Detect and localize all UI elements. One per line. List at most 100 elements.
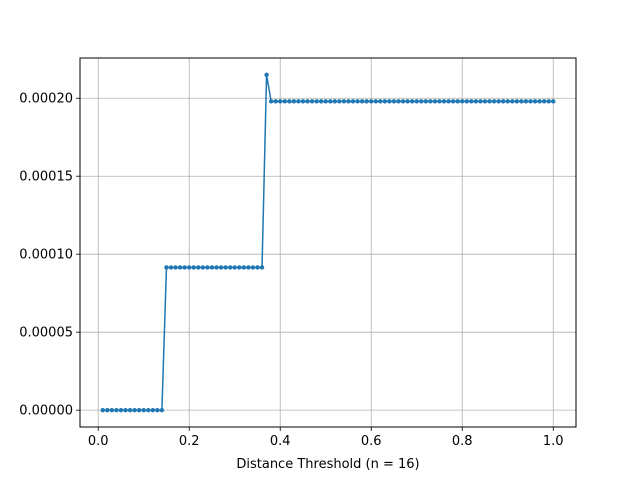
y-tick-label: 0.00000 — [19, 404, 73, 419]
y-tick-label: 0.00020 — [19, 92, 73, 107]
x-tick-label: 0.8 — [452, 434, 473, 449]
data-point — [259, 265, 265, 270]
data-point — [146, 407, 151, 413]
data-point — [309, 99, 315, 104]
data-point — [487, 99, 492, 104]
data-point — [537, 99, 542, 104]
data-point — [391, 99, 397, 104]
data-point — [364, 99, 369, 104]
data-point — [328, 99, 333, 104]
data-point — [300, 99, 306, 104]
data-point — [455, 99, 460, 104]
data-point — [378, 99, 383, 104]
data-point — [173, 265, 178, 270]
data-point — [268, 99, 274, 104]
data-point — [441, 99, 447, 104]
data-point — [164, 265, 169, 270]
data-point — [514, 99, 520, 104]
data-point — [505, 99, 510, 104]
data-point — [346, 99, 351, 104]
data-point — [523, 99, 529, 104]
data-point — [323, 99, 328, 104]
data-point — [450, 99, 456, 104]
data-point — [191, 265, 196, 270]
data-point — [255, 265, 260, 270]
data-point — [546, 99, 551, 104]
data-point — [414, 99, 419, 104]
data-point — [469, 99, 474, 104]
data-point — [473, 99, 479, 104]
data-point — [400, 99, 406, 104]
data-point — [118, 407, 124, 413]
data-point — [337, 99, 342, 104]
data-point — [196, 265, 201, 270]
data-point — [419, 99, 424, 104]
data-point — [460, 99, 465, 104]
data-point — [141, 407, 146, 413]
data-point — [246, 265, 251, 270]
data-point — [496, 99, 501, 104]
data-point — [491, 99, 497, 104]
data-point — [205, 265, 210, 270]
data-point — [187, 265, 192, 270]
data-point — [528, 99, 533, 104]
data-point — [519, 99, 524, 104]
data-point — [109, 407, 115, 413]
data-point — [396, 99, 401, 104]
data-point — [150, 407, 156, 413]
data-point — [250, 265, 256, 270]
data-point — [478, 99, 483, 104]
x-tick-label: 1.0 — [543, 434, 564, 449]
data-point — [264, 72, 269, 78]
data-point — [428, 99, 433, 104]
data-point — [291, 99, 297, 104]
axis-ticks: 0.0 0.2 0.4 0.6 0.8 1.0 0.00000 0.00005 0.00010 0… — [19, 92, 563, 449]
data-point — [432, 99, 438, 104]
x-tick-label: 0.6 — [361, 434, 382, 449]
data-point — [373, 99, 378, 104]
x-tick-label: 0.2 — [179, 434, 200, 449]
data-point — [305, 99, 310, 104]
data-point — [227, 265, 233, 270]
data-point — [237, 265, 242, 270]
data-point — [446, 99, 451, 104]
data-point — [136, 407, 142, 413]
data-point — [387, 99, 392, 104]
data-point — [105, 407, 110, 413]
x-tick-label: 0.0 — [88, 434, 109, 449]
data-point — [159, 407, 165, 413]
data-point — [100, 407, 105, 413]
data-point — [168, 265, 174, 270]
data-point — [500, 99, 506, 104]
data-point — [214, 265, 219, 270]
data-point — [332, 99, 338, 104]
data-point — [551, 99, 556, 104]
data-point — [132, 407, 137, 413]
data-point — [223, 265, 228, 270]
data-point — [182, 265, 187, 270]
data-point — [464, 99, 469, 104]
data-point — [359, 99, 365, 104]
data-point — [123, 407, 128, 413]
data-point — [127, 407, 133, 413]
series-line — [102, 74, 554, 411]
data-point — [382, 99, 388, 104]
data-point — [114, 407, 119, 413]
data-point — [314, 99, 319, 104]
data-point — [273, 99, 278, 104]
data-point — [405, 99, 410, 104]
data-point — [209, 265, 215, 270]
data-point — [437, 99, 442, 104]
data-point — [510, 99, 515, 104]
data-point — [200, 265, 206, 270]
data-point — [232, 265, 237, 270]
data-point — [423, 99, 429, 104]
data-point — [177, 265, 183, 270]
data-point — [296, 99, 301, 104]
data-point — [341, 99, 347, 104]
data-point — [355, 99, 360, 104]
data-point — [369, 99, 374, 104]
y-tick-label: 0.00005 — [19, 326, 73, 341]
